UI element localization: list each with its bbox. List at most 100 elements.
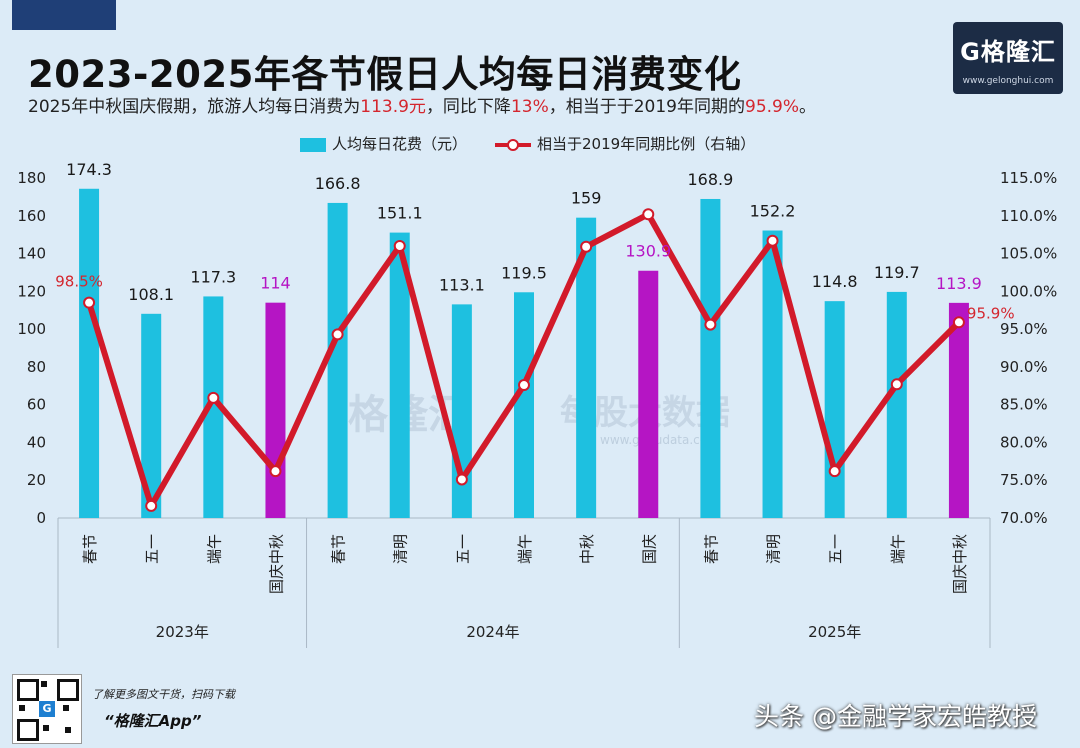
ratio-point [890,378,903,391]
bar-value-label: 113.9 [936,274,982,293]
bar [576,217,597,518]
ratio-value-label: 95.9% [967,304,1015,322]
bar-value-label: 152.2 [750,202,796,221]
bar [824,301,845,518]
subtitle-part: 。 [799,97,817,117]
bar [203,296,224,518]
qr-module [41,681,47,687]
y-left-tick-label: 60 [27,396,46,414]
ratio-point [83,296,96,309]
legend-bar-swatch [300,137,326,152]
ratio-point [331,328,344,341]
chart-title: 2023-2025年各节假日人均每日消费变化 [28,53,742,96]
logo-name: G格隆汇 [960,38,1056,66]
ratio-point [704,318,717,331]
bar [141,313,162,518]
x-category-label: 端午 [516,534,534,564]
top-accent-bar [12,0,116,30]
y-left-tick-label: 80 [27,358,46,376]
ratio-point [518,379,530,392]
ratio-point [766,234,779,247]
footer-app-name: “格隆汇App” [104,712,202,730]
x-category-label: 国庆中秋 [267,534,285,594]
legend-line-swatch [495,138,532,152]
bar [514,292,534,518]
y-right-tick-label: 90.0% [1000,358,1048,376]
bar-value-label: 166.8 [315,174,361,193]
y-left-tick-label: 180 [17,169,46,187]
source-watermark: 头条 @金融学家宏皓教授 [754,702,1037,731]
ratio-point [828,465,841,478]
bar-value-label: 117.3 [190,267,236,286]
y-left-tick-label: 40 [27,433,46,451]
qr-finder [17,719,39,741]
ratio-point [393,240,406,252]
x-category-label: 春节 [81,534,99,564]
qr-module [19,705,25,711]
subtitle-part: ，同比下降 [425,97,511,117]
bar-value-label: 113.1 [439,275,485,294]
y-left-tick-label: 20 [27,471,46,489]
x-category-label: 春节 [702,534,720,564]
ratio-point [145,499,158,512]
qr-module [43,725,49,731]
chart-legend: 人均每日花费（元） 相当于2019年同期比例（右轴） [300,133,755,154]
ratio-value-label: 98.5% [55,273,103,291]
footer-download-hint: 了解更多图文干货，扫码下载 [92,688,235,701]
qr-finder [57,679,79,701]
qr-code[interactable]: G [12,674,82,744]
subtitle-highlight-ratio: 95.9% [745,97,800,117]
x-category-label: 五一 [143,534,161,564]
x-category-label: 端午 [889,534,907,564]
bar [948,302,969,518]
bar-value-label: 119.7 [874,263,920,282]
bar [762,230,783,518]
ratio-point [952,316,965,329]
bar-value-label: 130.9 [625,242,671,261]
x-category-label: 清明 [392,534,410,564]
qr-logo-icon: G [39,701,55,717]
x-category-label: 五一 [454,534,472,564]
bar-value-label: 174.3 [66,160,112,179]
bar [389,232,410,519]
bar-value-label: 159 [571,189,602,208]
bar [79,188,100,518]
bar-value-label: 108.1 [128,285,174,304]
x-group-label: 2023年 [156,623,209,641]
bar [886,291,907,518]
ratio-point [269,465,282,478]
ratio-point [455,473,468,486]
bar [327,202,348,518]
bar [638,270,659,518]
y-right-tick-label: 115.0% [1000,169,1057,187]
logo-url: www.gelonghui.com [962,76,1054,86]
y-right-tick-label: 85.0% [1000,396,1048,414]
bar-value-label: 114 [260,274,291,293]
y-left-tick-label: 120 [17,282,46,300]
bar [451,304,472,518]
ratio-point [580,240,593,253]
bar [700,198,721,518]
y-right-tick-label: 105.0% [1000,245,1057,263]
bar-value-label: 168.9 [687,170,733,189]
qr-module [65,727,71,733]
subtitle-highlight-change: 13% [510,97,549,117]
qr-module [63,705,69,711]
subtitle-highlight-value: 113.9元 [360,97,426,117]
subtitle-part: 2025年中秋国庆假期，旅游人均每日消费为 [28,97,361,117]
chart-subtitle: 2025年中秋国庆假期，旅游人均每日消费为113.9元，同比下降13%，相当于于… [28,92,816,117]
x-category-label: 端午 [205,534,223,564]
x-category-label: 清明 [765,534,783,564]
y-left-tick-label: 160 [17,207,46,225]
legend-line-label: 相当于2019年同期比例（右轴） [537,135,756,153]
x-category-label: 春节 [330,534,348,564]
legend-bar-label: 人均每日花费（元） [332,135,468,153]
ratio-point [207,391,220,404]
x-group-label: 2024年 [466,623,519,641]
gelonghui-logo: G格隆汇 www.gelonghui.com [953,22,1063,94]
y-left-tick-label: 140 [17,245,46,263]
y-right-tick-label: 80.0% [1000,433,1048,451]
y-right-tick-label: 70.0% [1000,509,1048,527]
x-category-label: 国庆 [640,534,658,564]
